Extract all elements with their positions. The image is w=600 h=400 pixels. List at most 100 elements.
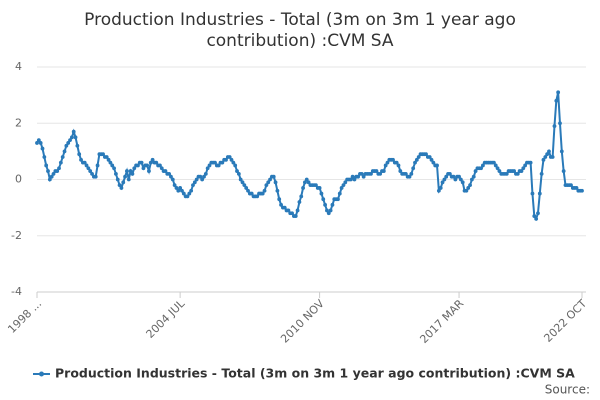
data-point xyxy=(104,155,109,159)
data-point xyxy=(383,163,388,168)
data-point xyxy=(42,155,47,159)
data-point xyxy=(106,157,111,162)
x-tick-label: 1998 ... xyxy=(5,297,44,336)
data-point xyxy=(352,177,357,182)
data-point xyxy=(279,202,283,207)
data-point xyxy=(240,180,245,185)
data-point xyxy=(521,166,526,171)
data-point xyxy=(301,186,305,190)
data-point xyxy=(68,138,72,143)
data-point xyxy=(359,171,364,176)
data-point xyxy=(277,197,282,202)
data-point xyxy=(242,183,247,188)
data-point xyxy=(260,191,265,196)
data-point xyxy=(130,171,135,176)
data-point xyxy=(180,188,184,193)
chart-title: Production Industries - Total (3m on 3m … xyxy=(84,10,516,30)
data-point xyxy=(233,163,238,168)
data-point xyxy=(473,169,478,173)
data-point xyxy=(200,177,205,182)
source: Source: xyxy=(545,383,590,397)
y-tick-label: 0 xyxy=(15,173,22,186)
data-point xyxy=(236,171,241,176)
data-point xyxy=(442,177,447,182)
data-point xyxy=(559,149,564,154)
data-point xyxy=(297,200,302,204)
data-point xyxy=(172,183,177,188)
data-point xyxy=(337,191,342,196)
data-point xyxy=(447,171,452,176)
data-point xyxy=(205,166,210,171)
data-point xyxy=(336,197,340,202)
data-point xyxy=(229,157,234,162)
data-point xyxy=(341,183,346,188)
data-point xyxy=(378,171,383,176)
data-point xyxy=(481,163,485,168)
data-point xyxy=(189,188,194,193)
data-point xyxy=(574,186,579,190)
data-point xyxy=(115,177,120,182)
data-point xyxy=(453,177,458,182)
data-point xyxy=(90,171,94,176)
data-point xyxy=(348,177,353,182)
data-point xyxy=(216,163,221,168)
data-point xyxy=(554,98,559,103)
data-point xyxy=(207,163,212,168)
data-point xyxy=(150,157,155,162)
data-point xyxy=(163,169,168,173)
data-point xyxy=(244,186,249,190)
data-point xyxy=(145,163,150,168)
data-point xyxy=(112,166,116,171)
data-point xyxy=(128,169,133,173)
data-point xyxy=(539,171,544,176)
data-point xyxy=(176,188,181,193)
data-point xyxy=(543,155,548,159)
data-point xyxy=(178,186,183,190)
data-point xyxy=(550,155,555,159)
data-point xyxy=(202,174,206,179)
data-point xyxy=(328,208,333,213)
data-point xyxy=(44,163,49,168)
data-point xyxy=(224,157,228,162)
data-point xyxy=(427,155,432,159)
data-point xyxy=(249,191,254,196)
data-point xyxy=(444,174,449,179)
data-point xyxy=(435,163,439,168)
data-point xyxy=(356,174,361,179)
data-point xyxy=(403,171,408,176)
data-point xyxy=(194,177,199,182)
data-point xyxy=(469,177,474,182)
data-point xyxy=(51,171,56,176)
data-point xyxy=(541,157,546,162)
data-point xyxy=(198,174,203,179)
data-point xyxy=(290,211,294,216)
data-point xyxy=(69,135,74,140)
data-point xyxy=(47,177,52,182)
data-point xyxy=(350,174,355,179)
data-point xyxy=(114,171,118,176)
data-point xyxy=(49,174,54,179)
data-point xyxy=(36,138,41,143)
legend-marker xyxy=(39,371,44,377)
data-point xyxy=(192,180,197,185)
data-point xyxy=(159,166,164,171)
data-point xyxy=(504,171,509,176)
data-point xyxy=(271,174,276,179)
data-point xyxy=(479,166,483,171)
data-point xyxy=(381,169,386,173)
x-tick-label: 2017 MAR xyxy=(417,297,466,346)
y-tick-label: -2 xyxy=(11,229,22,242)
data-point xyxy=(438,186,443,190)
data-point xyxy=(515,171,520,176)
data-point xyxy=(326,211,331,216)
data-point xyxy=(306,180,311,185)
data-point xyxy=(319,191,324,196)
data-point xyxy=(492,160,496,165)
chart-title: contribution) :CVM SA xyxy=(206,31,393,51)
data-point xyxy=(385,160,390,165)
data-point xyxy=(343,180,348,185)
data-point xyxy=(185,194,190,199)
data-point xyxy=(79,157,83,162)
data-point xyxy=(264,183,269,188)
